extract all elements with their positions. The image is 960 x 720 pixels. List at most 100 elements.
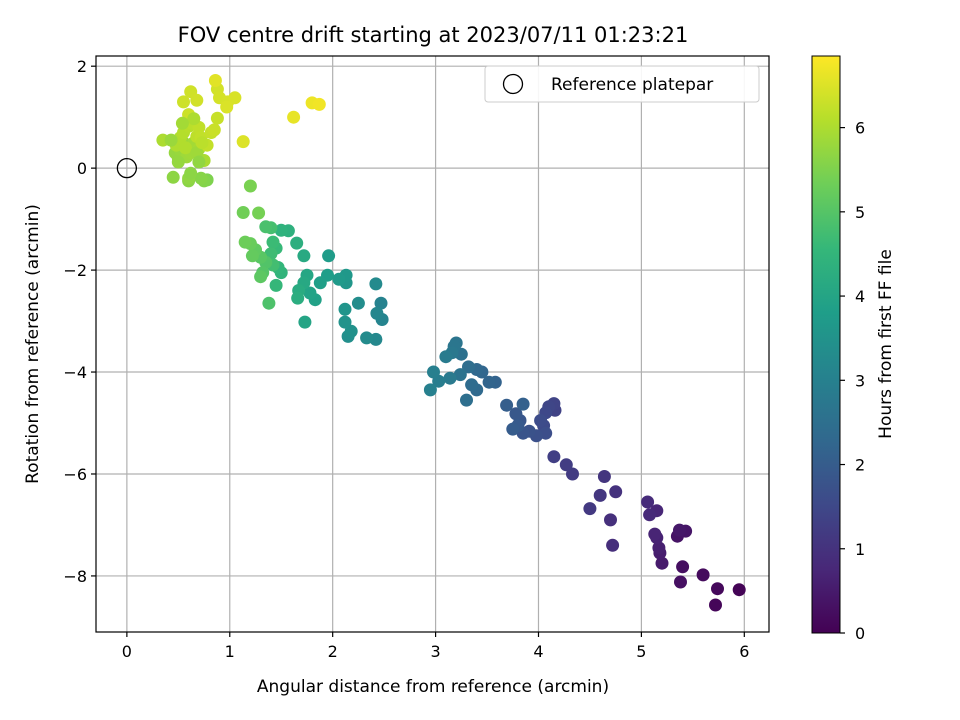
legend: Reference platepar xyxy=(484,65,760,103)
data-point xyxy=(195,136,209,150)
data-point xyxy=(643,508,657,522)
y-tick-label: 2 xyxy=(77,57,87,76)
data-point xyxy=(369,277,383,291)
colorbar-tick-label: 4 xyxy=(855,287,865,306)
data-point xyxy=(164,133,178,147)
data-point xyxy=(291,291,305,305)
x-axis-label: Angular distance from reference (arcmin) xyxy=(257,677,609,697)
data-point xyxy=(593,488,607,502)
reference-marker-group xyxy=(116,157,138,179)
data-point xyxy=(696,568,710,582)
colorbar-label: Hours from first FF file xyxy=(876,249,896,439)
y-axis-label: Rotation from reference (arcmin) xyxy=(23,204,43,484)
data-point xyxy=(245,249,259,263)
data-point xyxy=(207,123,221,137)
data-point xyxy=(597,470,611,483)
plot-frame xyxy=(95,55,770,633)
data-point xyxy=(210,111,224,125)
data-point xyxy=(609,485,623,499)
colorbar xyxy=(811,55,841,634)
y-tick-label: −4 xyxy=(63,363,87,382)
data-point xyxy=(332,272,346,286)
y-tick-label: −2 xyxy=(63,261,87,280)
data-point xyxy=(166,170,180,184)
colorbar-ticks: 0 1 2 3 4 5 6 xyxy=(840,119,865,643)
legend-marker xyxy=(502,73,524,95)
data-point xyxy=(676,560,690,574)
data-point xyxy=(374,296,388,310)
x-tick-label: 3 xyxy=(430,642,440,661)
x-tick-label: 0 xyxy=(122,642,132,661)
data-point xyxy=(641,495,655,509)
data-point xyxy=(297,249,311,263)
data-point xyxy=(238,235,252,249)
data-point xyxy=(338,302,352,316)
data-point xyxy=(236,135,250,149)
data-point xyxy=(423,383,437,397)
data-point xyxy=(439,350,453,364)
data-point xyxy=(427,365,440,379)
data-point xyxy=(220,100,234,114)
data-point xyxy=(509,407,523,421)
data-point xyxy=(187,112,201,126)
data-point xyxy=(266,235,280,249)
data-point xyxy=(252,206,266,220)
data-point xyxy=(547,450,561,464)
data-point xyxy=(184,166,198,180)
y-tick-label: 0 xyxy=(77,159,87,178)
data-point xyxy=(711,582,724,596)
data-point xyxy=(732,583,746,597)
data-point xyxy=(303,286,317,300)
legend-box xyxy=(484,65,760,103)
data-point xyxy=(453,368,467,382)
data-point xyxy=(259,220,273,234)
data-point xyxy=(338,315,352,329)
data-point xyxy=(274,223,288,237)
y-axis-ticks: 2 0 −2 −4 −6 −8 xyxy=(63,57,96,586)
data-point xyxy=(312,97,326,111)
colorbar-tick-label: 5 xyxy=(855,203,865,222)
data-point xyxy=(208,74,222,87)
legend-label: Reference platepar xyxy=(551,75,713,95)
data-point xyxy=(175,116,189,130)
data-point xyxy=(254,270,268,284)
colorbar-tick-label: 2 xyxy=(855,456,865,475)
data-point xyxy=(443,371,457,385)
data-point xyxy=(655,556,669,570)
data-point xyxy=(313,276,327,290)
y-tick-label: −8 xyxy=(63,567,87,586)
data-point xyxy=(370,306,384,320)
data-point xyxy=(673,523,686,537)
data-point xyxy=(298,315,312,329)
x-axis-ticks: 0 1 2 3 4 5 6 xyxy=(122,632,749,661)
x-tick-label: 6 xyxy=(739,642,749,661)
y-tick-label: −6 xyxy=(63,465,87,484)
data-point xyxy=(344,324,358,338)
data-point xyxy=(177,95,190,109)
data-point xyxy=(559,458,573,472)
colorbar-tick-label: 0 xyxy=(855,624,865,643)
x-tick-label: 4 xyxy=(533,642,543,661)
chart-title: FOV centre drift starting at 2023/07/11 … xyxy=(178,23,689,47)
data-points xyxy=(156,74,746,612)
reference-marker xyxy=(116,157,138,179)
data-point xyxy=(674,575,687,589)
data-point xyxy=(243,179,257,193)
data-point xyxy=(322,249,336,263)
data-point xyxy=(566,467,579,481)
data-point xyxy=(604,513,617,527)
data-point xyxy=(482,375,496,389)
data-point xyxy=(262,296,276,310)
x-tick-label: 5 xyxy=(636,642,646,661)
data-point xyxy=(500,398,514,412)
data-point xyxy=(287,110,301,124)
colorbar-tick-label: 1 xyxy=(855,540,865,559)
data-point xyxy=(236,206,250,219)
data-point xyxy=(290,236,304,250)
data-point xyxy=(652,541,666,555)
data-point xyxy=(606,538,620,552)
data-point xyxy=(171,155,185,169)
colorbar-tick-label: 6 xyxy=(855,119,865,138)
